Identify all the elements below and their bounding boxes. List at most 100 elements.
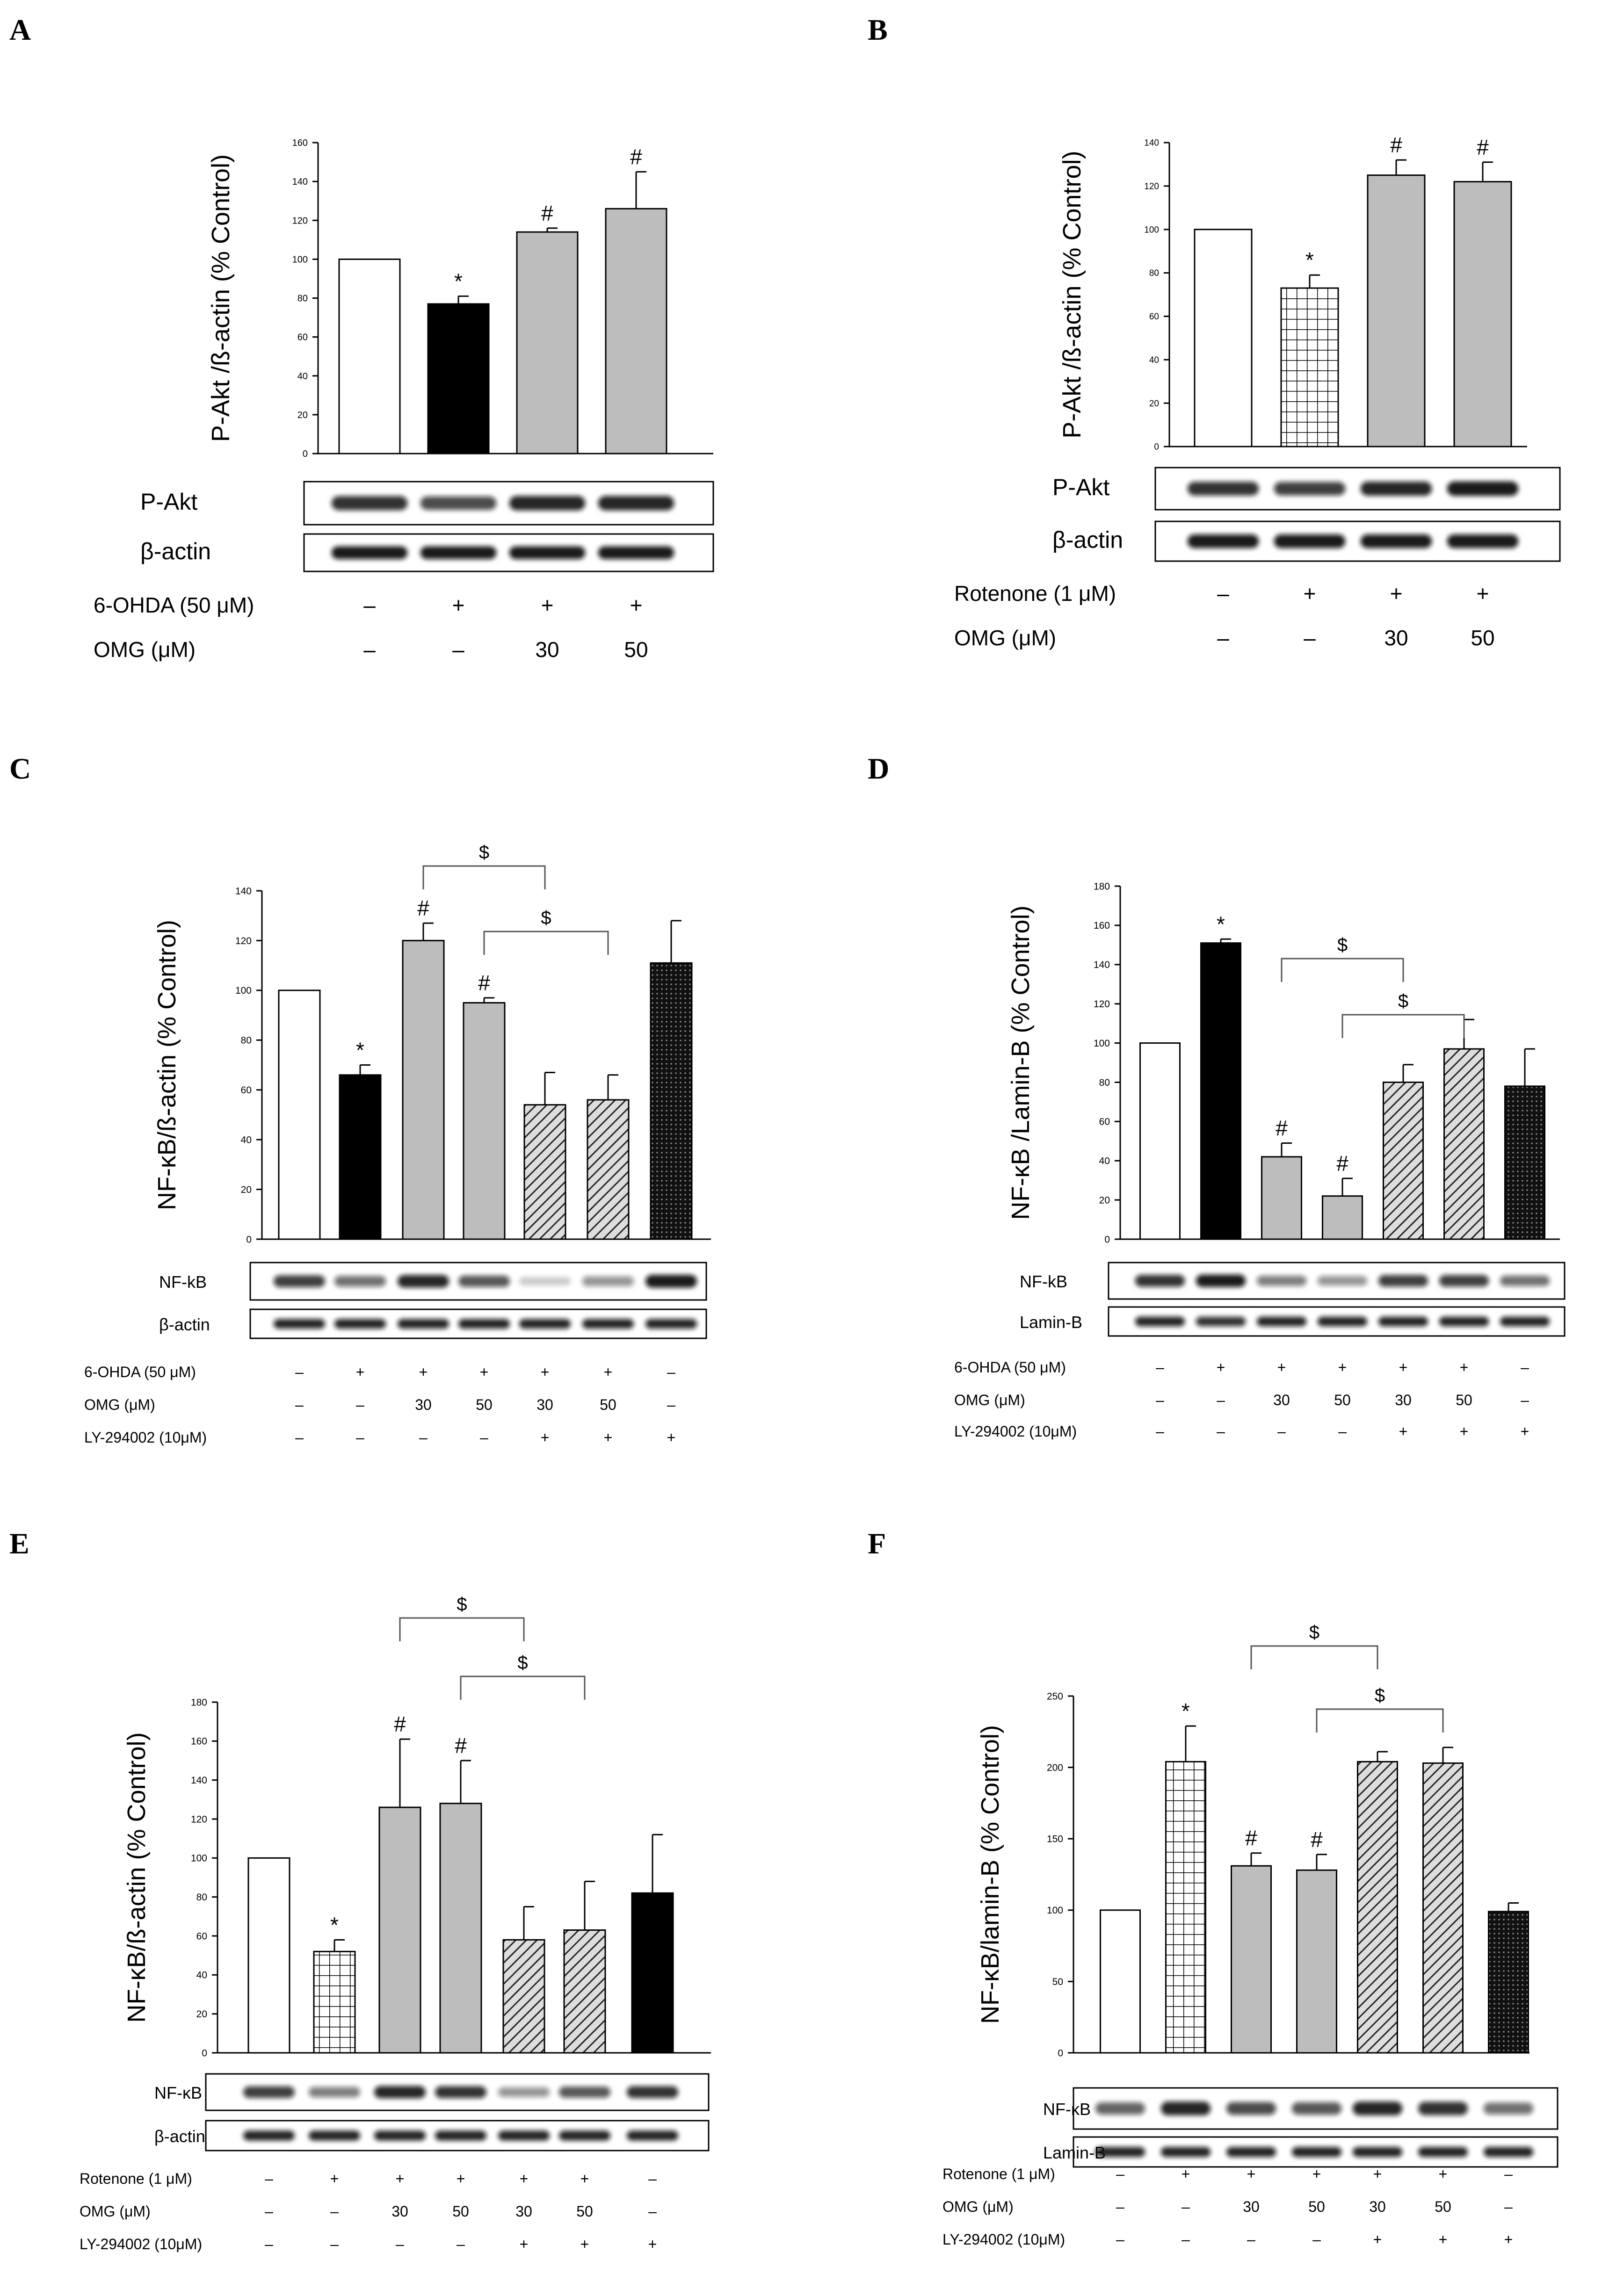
condition-value: +: [604, 1364, 613, 1380]
significance-mark: #: [1390, 133, 1402, 157]
bar: [1261, 1156, 1302, 1240]
bar: [439, 1803, 482, 2054]
condition-value: –: [1312, 2231, 1321, 2248]
condition-value: –: [265, 2203, 273, 2220]
condition-value: +: [1277, 1359, 1286, 1376]
bar: [1453, 181, 1512, 448]
blot-frame: [205, 2120, 710, 2152]
blot-band: [1483, 2102, 1534, 2115]
blot-band: [645, 1319, 697, 1329]
blot-band: [435, 2086, 486, 2098]
bar: [1200, 942, 1241, 1240]
y-axis-label: NF-κB/ß-actin (% Control): [153, 920, 181, 1210]
condition-value: –: [1277, 1423, 1286, 1440]
bar: [1280, 287, 1339, 448]
bar: [587, 1099, 630, 1240]
y-tick-label: 140: [1144, 138, 1159, 148]
blot-strip: β-actin: [154, 2120, 710, 2152]
blot-band: [1500, 1275, 1550, 1286]
condition-value: +: [457, 2170, 465, 2187]
blot-band: [1095, 2102, 1145, 2115]
bar: [563, 1929, 606, 2054]
blot-band: [559, 2130, 610, 2141]
condition-value: +: [396, 2170, 405, 2187]
condition-value: –: [1156, 1359, 1164, 1376]
comparison-bracket: [1250, 1645, 1378, 1669]
y-tick-label: 60: [241, 1085, 252, 1096]
panel-d: D 0 20 40 60 80 100 120 140 160 180 NF-κB /Lamin-B …: [868, 752, 1566, 1440]
significance-mark: #: [630, 144, 642, 169]
condition-value: –: [1116, 2231, 1124, 2248]
blot-band: [1095, 2147, 1145, 2157]
significance-mark: #: [417, 896, 429, 920]
significance-mark: #: [1311, 1827, 1323, 1852]
blot-band: [334, 1319, 386, 1329]
condition-value: –: [1217, 581, 1229, 606]
condition-label: OMG (μM): [954, 626, 1056, 650]
bar: [516, 231, 579, 455]
blot-frame: [1154, 520, 1561, 562]
condition-value: –: [1304, 626, 1316, 650]
blot-band: [1160, 2147, 1211, 2157]
blot-band: [1352, 2101, 1403, 2115]
blot-band: [1317, 1316, 1368, 1327]
blot-frame: [1108, 1262, 1566, 1300]
condition-value: –: [356, 1396, 364, 1413]
blot-band: [1439, 1275, 1489, 1287]
panel-letter: F: [868, 1527, 886, 1560]
y-tick-label: 40: [1099, 1156, 1110, 1167]
condition-value: +: [541, 1364, 550, 1380]
condition-value: –: [1217, 1423, 1225, 1440]
y-tick-label: 60: [196, 1931, 207, 1942]
blot-band: [1291, 2147, 1342, 2157]
condition-value: –: [1521, 1359, 1529, 1376]
blot-label: NF-κB: [154, 2083, 202, 2102]
blot-band: [1447, 534, 1519, 549]
condition-value: +: [580, 2170, 589, 2187]
condition-value: +: [452, 593, 465, 617]
panel-letter: C: [9, 752, 31, 785]
condition-value: –: [1116, 2198, 1124, 2215]
panel-f: F 0 50 100 150 200 250 NF-κB/lamin-B (% Control…: [868, 1527, 1559, 2248]
y-tick-label: 100: [292, 254, 308, 265]
condition-value: +: [1390, 581, 1403, 606]
y-tick-label: 20: [1099, 1195, 1110, 1206]
blot-band: [598, 546, 674, 559]
condition-value: 30: [415, 1396, 432, 1413]
blot-strip: NF-κB: [1043, 2087, 1559, 2130]
blot-band: [1226, 2102, 1276, 2115]
blot-band: [243, 2130, 295, 2141]
bar: [1488, 1911, 1529, 2054]
condition-value: +: [1373, 2166, 1382, 2182]
y-tick-label: 140: [191, 1775, 207, 1786]
bar: [650, 962, 693, 1240]
condition-label: LY-294002 (10μM): [942, 2231, 1065, 2248]
condition-value: –: [295, 1396, 304, 1413]
condition-value: –: [295, 1364, 304, 1380]
y-tick-label: 160: [292, 138, 308, 148]
blot-band: [1483, 2147, 1534, 2157]
blot-band: [1187, 482, 1259, 496]
condition-value: 50: [452, 2203, 469, 2220]
condition-value: –: [1116, 2166, 1124, 2182]
blot-band: [331, 496, 408, 511]
blot-label: Lamin-B: [1020, 1313, 1082, 1332]
condition-value: +: [1373, 2231, 1382, 2248]
blot-label: NF-κB: [1043, 2100, 1091, 2119]
blot-label: P-Akt: [140, 489, 197, 515]
y-tick-label: 60: [1099, 1117, 1110, 1127]
y-tick-label: 100: [191, 1853, 207, 1864]
blot-band: [1360, 534, 1432, 549]
y-tick-label: 20: [1149, 399, 1159, 409]
bar: [402, 939, 445, 1240]
y-tick-label: 80: [196, 1892, 207, 1903]
condition-value: +: [1477, 581, 1489, 606]
condition-value: 50: [1435, 2198, 1451, 2215]
condition-value: 30: [1273, 1392, 1290, 1408]
panel-letter: D: [868, 752, 889, 785]
bar: [338, 258, 401, 455]
y-tick-label: 0: [202, 2048, 207, 2058]
condition-value: +: [419, 1364, 428, 1380]
condition-value: –: [1217, 1392, 1225, 1408]
bracket-label: $: [1375, 1685, 1385, 1706]
